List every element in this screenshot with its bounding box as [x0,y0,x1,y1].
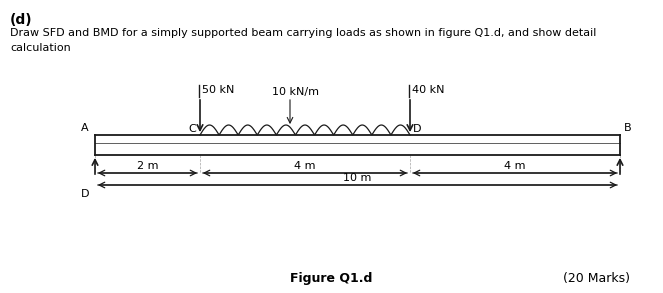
Text: (20 Marks): (20 Marks) [563,272,630,285]
Text: 4 m: 4 m [294,161,316,171]
Text: C: C [188,124,196,134]
Text: 40 kN: 40 kN [412,85,444,95]
Text: D: D [80,189,89,199]
Text: B: B [624,123,632,133]
Text: 10 m: 10 m [343,173,372,183]
Text: Draw SFD and BMD for a simply supported beam carrying loads as shown in figure Q: Draw SFD and BMD for a simply supported … [10,28,597,53]
Text: D: D [413,124,422,134]
Text: 4 m: 4 m [505,161,526,171]
Text: (d): (d) [10,13,32,27]
Text: Figure Q1.d: Figure Q1.d [290,272,372,285]
Text: A: A [82,123,89,133]
Text: 50 kN: 50 kN [202,85,235,95]
Text: 10 kN/m: 10 kN/m [272,87,318,97]
Text: 2 m: 2 m [137,161,158,171]
